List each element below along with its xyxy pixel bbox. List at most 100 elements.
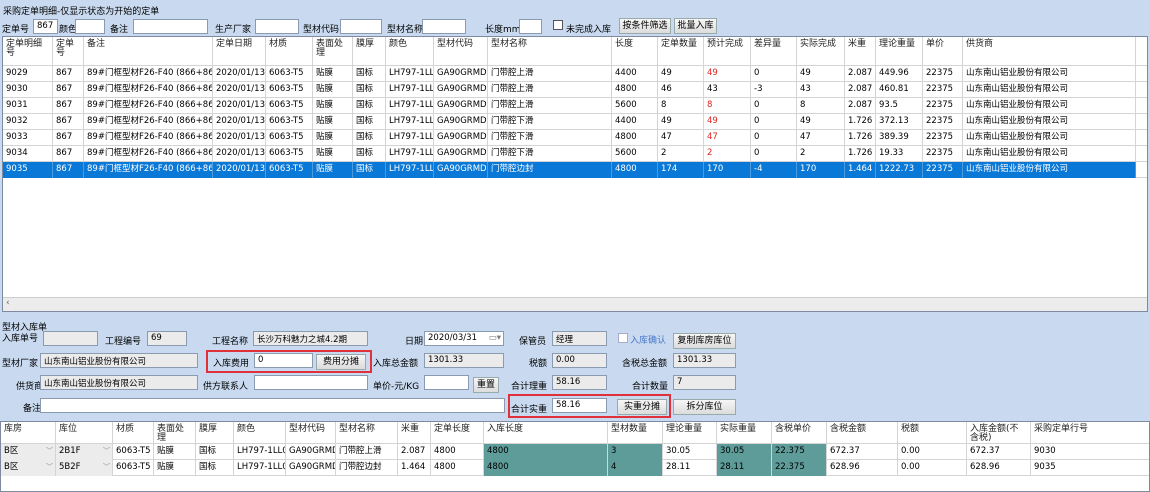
- maker-input[interactable]: 山东南山铝业股份有限公司: [40, 353, 198, 368]
- table-cell[interactable]: GA90GRMD4: [434, 114, 488, 130]
- column-header[interactable]: 米重: [845, 37, 876, 66]
- table-cell[interactable]: 2020/01/13: [213, 98, 266, 114]
- table-cell[interactable]: 9030: [3, 82, 53, 98]
- table-cell[interactable]: GA90GRMD3: [286, 444, 336, 460]
- table-cell[interactable]: GA90GRMD3: [434, 82, 488, 98]
- column-header[interactable]: 入库长度: [484, 422, 608, 444]
- table-cell[interactable]: 43: [704, 82, 751, 98]
- table-cell[interactable]: 国标: [353, 82, 386, 98]
- dropdown-arrow-icon[interactable]: ﹀: [46, 463, 53, 471]
- table-cell[interactable]: 2: [658, 146, 704, 162]
- table-cell[interactable]: GA90GRMD5: [286, 460, 336, 476]
- table-cell[interactable]: GA90GRMD5: [434, 162, 488, 178]
- table-cell[interactable]: 山东南山铝业股份有限公司: [963, 98, 1136, 114]
- length-input[interactable]: [519, 19, 542, 34]
- reset-button[interactable]: 重置: [473, 377, 499, 393]
- supplier-input[interactable]: 山东南山铝业股份有限公司: [40, 375, 198, 390]
- table-cell[interactable]: 628.96: [967, 460, 1031, 476]
- table-cell[interactable]: 0: [751, 130, 797, 146]
- table-cell[interactable]: 0: [751, 114, 797, 130]
- table-cell[interactable]: 867: [53, 146, 84, 162]
- table-cell[interactable]: 3: [608, 444, 663, 460]
- table-cell[interactable]: 22375: [923, 130, 963, 146]
- table-cell[interactable]: 0: [751, 98, 797, 114]
- table-cell[interactable]: 山东南山铝业股份有限公司: [963, 82, 1136, 98]
- count-input[interactable]: 7: [673, 375, 736, 390]
- table-row[interactable]: 9033 867 89#门框型材F26-F40 (866+867) 2020/01/1…: [3, 130, 1147, 146]
- table-cell[interactable]: 672.37: [967, 444, 1031, 460]
- table-cell[interactable]: 6063-T5: [266, 98, 313, 114]
- column-header[interactable]: 颜色: [386, 37, 434, 66]
- column-header[interactable]: 定单长度: [431, 422, 484, 444]
- column-header[interactable]: 表面处理: [154, 422, 196, 444]
- scroll-left-icon[interactable]: ‹: [6, 298, 10, 308]
- table-cell[interactable]: 门带腔边封: [336, 460, 398, 476]
- dropdown-arrow-icon[interactable]: ﹀: [46, 447, 53, 455]
- table-cell[interactable]: 山东南山铝业股份有限公司: [963, 114, 1136, 130]
- column-header[interactable]: 型材数量: [608, 422, 663, 444]
- table-cell[interactable]: 49: [658, 66, 704, 82]
- project-name-input[interactable]: 长沙万科魅力之城4.2期: [253, 331, 368, 346]
- table-cell[interactable]: 5600: [612, 98, 658, 114]
- table-cell[interactable]: LH797-1LL0: [386, 66, 434, 82]
- table-cell[interactable]: 22.375: [772, 460, 827, 476]
- column-header[interactable]: 实际完成: [797, 37, 845, 66]
- project-no-input[interactable]: 69: [147, 331, 187, 346]
- table-cell[interactable]: 867: [53, 98, 84, 114]
- table-cell[interactable]: 628.96: [827, 460, 898, 476]
- table-cell[interactable]: 国标: [353, 146, 386, 162]
- table-cell[interactable]: 89#门框型材F26-F40 (866+867): [84, 66, 213, 82]
- table-cell[interactable]: 6063-T5: [266, 146, 313, 162]
- table-row[interactable]: B区﹀2B1F﹀6063-T5贴膜国标LH797-1LL0GA90GRMD3门带…: [1, 444, 1149, 460]
- table-cell[interactable]: LH797-1LL0: [386, 162, 434, 178]
- table-cell[interactable]: 9033: [3, 130, 53, 146]
- column-header[interactable]: 型材代码: [434, 37, 488, 66]
- table-cell[interactable]: 贴膜: [154, 444, 196, 460]
- split-location-button[interactable]: 拆分库位: [673, 399, 736, 415]
- actual-weight-input[interactable]: 58.16: [552, 398, 607, 413]
- fee-input[interactable]: 0: [254, 353, 313, 368]
- table-cell[interactable]: 22.375: [772, 444, 827, 460]
- table-cell[interactable]: LH797-1LL0: [386, 82, 434, 98]
- table-cell[interactable]: 山东南山铝业股份有限公司: [963, 66, 1136, 82]
- table-cell[interactable]: 22375: [923, 98, 963, 114]
- table-cell[interactable]: GA90GRMD4: [434, 146, 488, 162]
- order-no-input[interactable]: 867: [33, 19, 58, 34]
- table-cell[interactable]: LH797-1LL0: [386, 130, 434, 146]
- table-cell[interactable]: 170: [704, 162, 751, 178]
- table-cell[interactable]: 贴膜: [313, 114, 353, 130]
- column-header[interactable]: 库位: [56, 422, 113, 444]
- column-header[interactable]: 含税单价: [772, 422, 827, 444]
- table-cell[interactable]: 国标: [353, 162, 386, 178]
- table-cell[interactable]: 867: [53, 162, 84, 178]
- table-cell[interactable]: 47: [704, 130, 751, 146]
- table-cell[interactable]: 贴膜: [313, 82, 353, 98]
- table-cell[interactable]: 门带腔上滑: [336, 444, 398, 460]
- code-input[interactable]: [340, 19, 382, 34]
- table-row[interactable]: 9034 867 89#门框型材F26-F40 (866+867) 2020/01/1…: [3, 146, 1147, 162]
- table-cell[interactable]: 22375: [923, 114, 963, 130]
- table-cell[interactable]: 867: [53, 82, 84, 98]
- contact-input[interactable]: [254, 375, 368, 390]
- table-cell[interactable]: 国标: [353, 66, 386, 82]
- table-cell[interactable]: GA90GRMD4: [434, 130, 488, 146]
- table-cell[interactable]: 山东南山铝业股份有限公司: [963, 162, 1136, 178]
- confirm-checkbox[interactable]: [618, 333, 628, 343]
- table-cell[interactable]: LH797-1LL0: [234, 444, 286, 460]
- table-cell[interactable]: 山东南山铝业股份有限公司: [963, 130, 1136, 146]
- total-input[interactable]: 1301.33: [424, 353, 504, 368]
- table-cell[interactable]: 867: [53, 66, 84, 82]
- column-header[interactable]: 库房: [1, 422, 56, 444]
- column-header[interactable]: 单价: [923, 37, 963, 66]
- column-header[interactable]: 膜厚: [353, 37, 386, 66]
- table-row[interactable]: B区﹀5B2F﹀6063-T5贴膜国标LH797-1LL0GA90GRMD5门带…: [1, 460, 1149, 476]
- table-cell[interactable]: 8: [658, 98, 704, 114]
- table-cell[interactable]: 山东南山铝业股份有限公司: [963, 146, 1136, 162]
- column-header[interactable]: 颜色: [234, 422, 286, 444]
- column-header[interactable]: 定单号: [53, 37, 84, 66]
- table-cell[interactable]: 4800: [431, 460, 484, 476]
- table-cell[interactable]: 2020/01/13: [213, 114, 266, 130]
- table-cell[interactable]: 贴膜: [313, 98, 353, 114]
- table-cell[interactable]: 19.33: [876, 146, 923, 162]
- table-cell[interactable]: 0: [751, 66, 797, 82]
